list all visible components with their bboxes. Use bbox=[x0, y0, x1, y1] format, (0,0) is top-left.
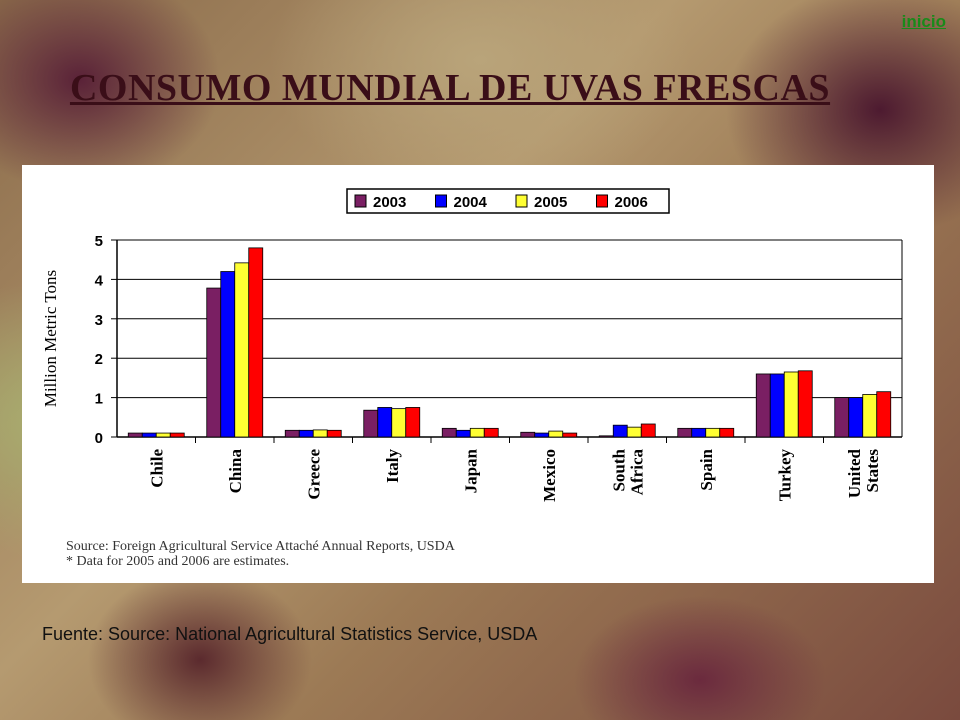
y-tick-label: 1 bbox=[95, 391, 103, 408]
bar-2006-9 bbox=[876, 391, 892, 438]
legend-label-2006: 2006 bbox=[615, 194, 648, 211]
x-category-label: Greece bbox=[304, 449, 323, 500]
x-category-label: Turkey bbox=[775, 449, 794, 502]
bar-2005-0 bbox=[155, 432, 171, 438]
legend-label-2005: 2005 bbox=[534, 194, 567, 211]
x-category-label: Spain bbox=[697, 448, 716, 490]
bar-2006-0 bbox=[169, 432, 185, 438]
bar-2006-4 bbox=[483, 427, 499, 438]
legend-label-2004: 2004 bbox=[454, 194, 488, 211]
page-title: CONSUMO MUNDIAL DE UVAS FRESCAS bbox=[69, 67, 831, 109]
bar-2004-8 bbox=[769, 373, 785, 438]
bar-2003-1 bbox=[206, 287, 222, 438]
bar-2005-7 bbox=[705, 427, 721, 438]
bar-2004-5 bbox=[534, 432, 550, 438]
bar-2003-5 bbox=[520, 431, 536, 438]
bar-2005-1 bbox=[234, 262, 250, 438]
bar-2003-0 bbox=[127, 432, 143, 438]
bar-2006-3 bbox=[405, 407, 421, 438]
bar-2006-2 bbox=[326, 429, 342, 438]
bar-2005-9 bbox=[862, 394, 878, 438]
bar-2006-8 bbox=[797, 370, 813, 438]
inicio-link[interactable]: inicio bbox=[901, 12, 946, 31]
bar-2004-9 bbox=[848, 397, 864, 438]
bar-chart: 0 1 2 3 4 5 Million Metric Tons Chile China Greec… bbox=[41, 188, 903, 569]
bar-2006-6 bbox=[640, 423, 656, 438]
legend-swatch-2005 bbox=[515, 194, 528, 208]
bar-2003-8 bbox=[755, 373, 771, 438]
bar-2005-2 bbox=[312, 429, 328, 438]
legend-label-2003: 2003 bbox=[373, 194, 406, 211]
bar-2003-3 bbox=[363, 409, 379, 438]
x-category-label: China bbox=[226, 449, 245, 494]
source-note: Source: Foreign Agricultural Service Att… bbox=[66, 539, 456, 554]
bar-2004-3 bbox=[377, 407, 393, 438]
y-tick-label: 3 bbox=[95, 312, 103, 329]
bar-2006-1 bbox=[248, 247, 264, 438]
x-category-label: Chile bbox=[147, 449, 166, 488]
y-tick-label: 4 bbox=[95, 272, 104, 289]
x-category-label: Africa bbox=[627, 449, 646, 496]
bar-2004-4 bbox=[455, 429, 471, 438]
bar-2005-4 bbox=[469, 427, 485, 438]
bar-2005-6 bbox=[626, 426, 642, 438]
bar-2004-2 bbox=[298, 429, 314, 438]
x-category-label: Italy bbox=[383, 449, 402, 484]
bar-2006-7 bbox=[719, 427, 735, 438]
x-category-label: Mexico bbox=[540, 449, 559, 502]
footer-source: Fuente: Source: National Agricultural St… bbox=[42, 624, 538, 644]
y-tick-label: 5 bbox=[95, 233, 103, 250]
bar-2003-9 bbox=[834, 397, 850, 438]
bar-2004-0 bbox=[141, 432, 157, 438]
bar-2003-6 bbox=[598, 435, 614, 438]
legend-box bbox=[346, 188, 670, 214]
bar-2003-7 bbox=[677, 427, 693, 438]
legend-swatch-2006 bbox=[596, 194, 608, 208]
x-category-label: United bbox=[845, 448, 864, 498]
bar-2004-1 bbox=[220, 271, 236, 438]
bar-2004-7 bbox=[691, 427, 707, 438]
x-category-label: Japan bbox=[461, 448, 480, 493]
x-category-label: South bbox=[609, 448, 628, 491]
y-tick-label: 0 bbox=[95, 430, 103, 447]
bar-2005-5 bbox=[548, 430, 564, 438]
x-category-label: States bbox=[863, 449, 882, 493]
source-note: * Data for 2005 and 2006 are estimates. bbox=[66, 554, 289, 569]
y-tick-label: 2 bbox=[95, 351, 103, 368]
bar-2006-5 bbox=[562, 432, 578, 438]
bar-2004-6 bbox=[612, 424, 628, 438]
legend-swatch-2004 bbox=[435, 194, 447, 208]
bar-2003-4 bbox=[441, 427, 457, 438]
bar-2005-8 bbox=[783, 371, 799, 438]
y-axis-label: Million Metric Tons bbox=[41, 270, 60, 407]
legend-swatch-2003 bbox=[354, 194, 367, 208]
bar-2003-2 bbox=[284, 429, 300, 438]
chart-panel: 0 1 2 3 4 5 Million Metric Tons Chile China Greec… bbox=[22, 165, 934, 583]
bar-2005-3 bbox=[391, 408, 407, 438]
